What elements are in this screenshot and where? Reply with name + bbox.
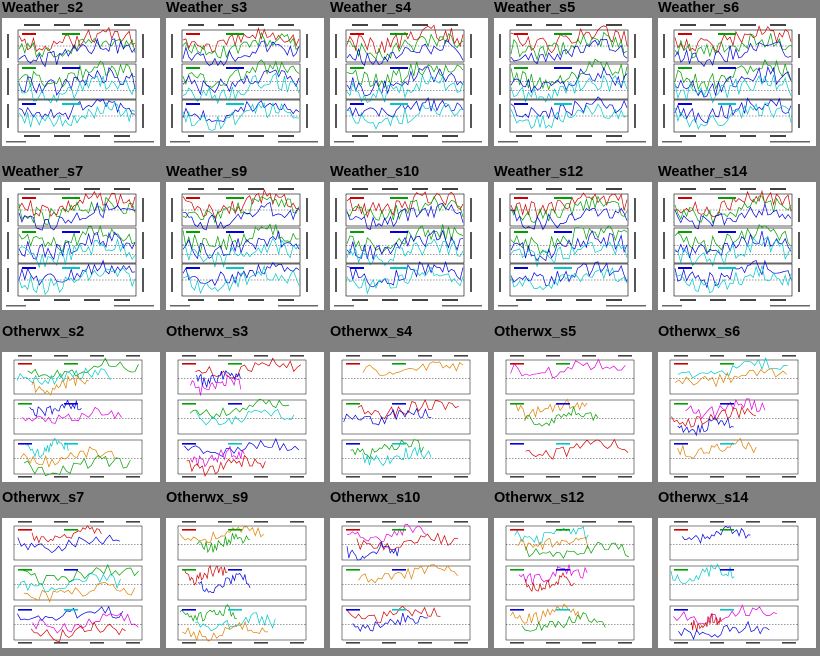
plot-thumbnail[interactable] xyxy=(330,352,488,482)
thumbnail-title: Weather_s6 xyxy=(658,0,740,16)
plot-image xyxy=(13,355,143,478)
plot-image xyxy=(177,521,307,644)
plot-thumbnail[interactable] xyxy=(330,18,488,146)
plot-image xyxy=(498,24,646,143)
thumbnail-title: Weather_s9 xyxy=(166,164,248,180)
thumbnail-cell[interactable]: Otherwx_s14 xyxy=(656,490,818,654)
plot-image xyxy=(6,188,154,307)
plot-thumbnail[interactable] xyxy=(166,518,324,648)
plot-image xyxy=(669,521,799,644)
thumbnail-cell[interactable]: Weather_s7 xyxy=(0,164,162,328)
plot-thumbnail[interactable] xyxy=(2,518,160,648)
plot-image xyxy=(177,355,307,478)
thumbnail-title: Otherwx_s6 xyxy=(658,324,741,340)
plot-image xyxy=(334,24,482,143)
plot-thumbnail[interactable] xyxy=(330,518,488,648)
thumbnail-title: Weather_s10 xyxy=(330,164,420,180)
plot-thumbnail[interactable] xyxy=(166,352,324,482)
thumbnail-cell[interactable]: Weather_s12 xyxy=(492,164,654,328)
thumbnail-cell[interactable]: Otherwx_s12 xyxy=(492,490,654,654)
plot-image xyxy=(341,355,471,478)
plot-image xyxy=(669,355,799,478)
plot-image xyxy=(505,521,635,644)
plot-image xyxy=(13,521,143,644)
plot-thumbnail[interactable] xyxy=(658,18,816,146)
plot-image xyxy=(334,188,482,307)
plot-image xyxy=(170,24,318,143)
thumbnail-title: Otherwx_s4 xyxy=(330,324,413,340)
thumbnail-title: Weather_s3 xyxy=(166,0,248,16)
thumbnail-title: Otherwx_s12 xyxy=(494,490,585,506)
plot-thumbnail[interactable] xyxy=(658,182,816,310)
thumbnail-cell[interactable]: Weather_s14 xyxy=(656,164,818,328)
plot-image xyxy=(170,188,318,307)
plot-image xyxy=(662,188,810,307)
thumbnail-title: Otherwx_s3 xyxy=(166,324,249,340)
thumbnail-cell[interactable]: Otherwx_s2 xyxy=(0,324,162,488)
thumbnail-cell[interactable]: Weather_s10 xyxy=(328,164,490,328)
thumbnail-cell[interactable]: Otherwx_s6 xyxy=(656,324,818,488)
plot-image xyxy=(662,24,810,143)
thumbnail-title: Weather_s7 xyxy=(2,164,84,180)
thumbnail-title: Weather_s12 xyxy=(494,164,584,180)
thumbnail-cell[interactable]: Otherwx_s7 xyxy=(0,490,162,654)
thumbnail-cell[interactable]: Otherwx_s10 xyxy=(328,490,490,654)
thumbnail-title: Otherwx_s14 xyxy=(658,490,749,506)
plot-thumbnail[interactable] xyxy=(658,518,816,648)
thumbnail-title: Otherwx_s7 xyxy=(2,490,85,506)
plot-thumbnail[interactable] xyxy=(2,352,160,482)
plot-image xyxy=(341,521,471,644)
thumbnail-title: Weather_s2 xyxy=(2,0,84,16)
plot-thumbnail[interactable] xyxy=(2,18,160,146)
plot-image xyxy=(498,188,646,307)
thumbnail-cell[interactable]: Otherwx_s5 xyxy=(492,324,654,488)
thumbnail-cell[interactable]: Weather_s9 xyxy=(164,164,326,328)
thumbnail-cell[interactable]: Weather_s6 xyxy=(656,0,818,164)
thumbnail-cell[interactable]: Otherwx_s4 xyxy=(328,324,490,488)
plot-image xyxy=(505,355,635,478)
plot-thumbnail[interactable] xyxy=(494,518,652,648)
thumbnail-title: Otherwx_s5 xyxy=(494,324,577,340)
thumbnail-title: Weather_s14 xyxy=(658,164,748,180)
thumbnail-title: Otherwx_s9 xyxy=(166,490,249,506)
plot-thumbnail[interactable] xyxy=(494,18,652,146)
thumbnail-cell[interactable]: Otherwx_s3 xyxy=(164,324,326,488)
plot-thumbnail[interactable] xyxy=(166,182,324,310)
plot-thumbnail[interactable] xyxy=(330,182,488,310)
plot-thumbnail[interactable] xyxy=(166,18,324,146)
plot-image xyxy=(6,24,154,143)
thumbnail-cell[interactable]: Weather_s2 xyxy=(0,0,162,164)
plot-thumbnail[interactable] xyxy=(658,352,816,482)
plot-thumbnail[interactable] xyxy=(494,352,652,482)
thumbnail-title: Otherwx_s2 xyxy=(2,324,85,340)
thumbnail-title: Weather_s5 xyxy=(494,0,576,16)
thumbnail-cell[interactable]: Weather_s4 xyxy=(328,0,490,164)
thumbnail-title: Weather_s4 xyxy=(330,0,412,16)
plot-thumbnail[interactable] xyxy=(2,182,160,310)
plot-thumbnail[interactable] xyxy=(494,182,652,310)
thumbnail-cell[interactable]: Otherwx_s9 xyxy=(164,490,326,654)
thumbnail-cell[interactable]: Weather_s5 xyxy=(492,0,654,164)
thumbnail-title: Otherwx_s10 xyxy=(330,490,421,506)
thumbnail-cell[interactable]: Weather_s3 xyxy=(164,0,326,164)
